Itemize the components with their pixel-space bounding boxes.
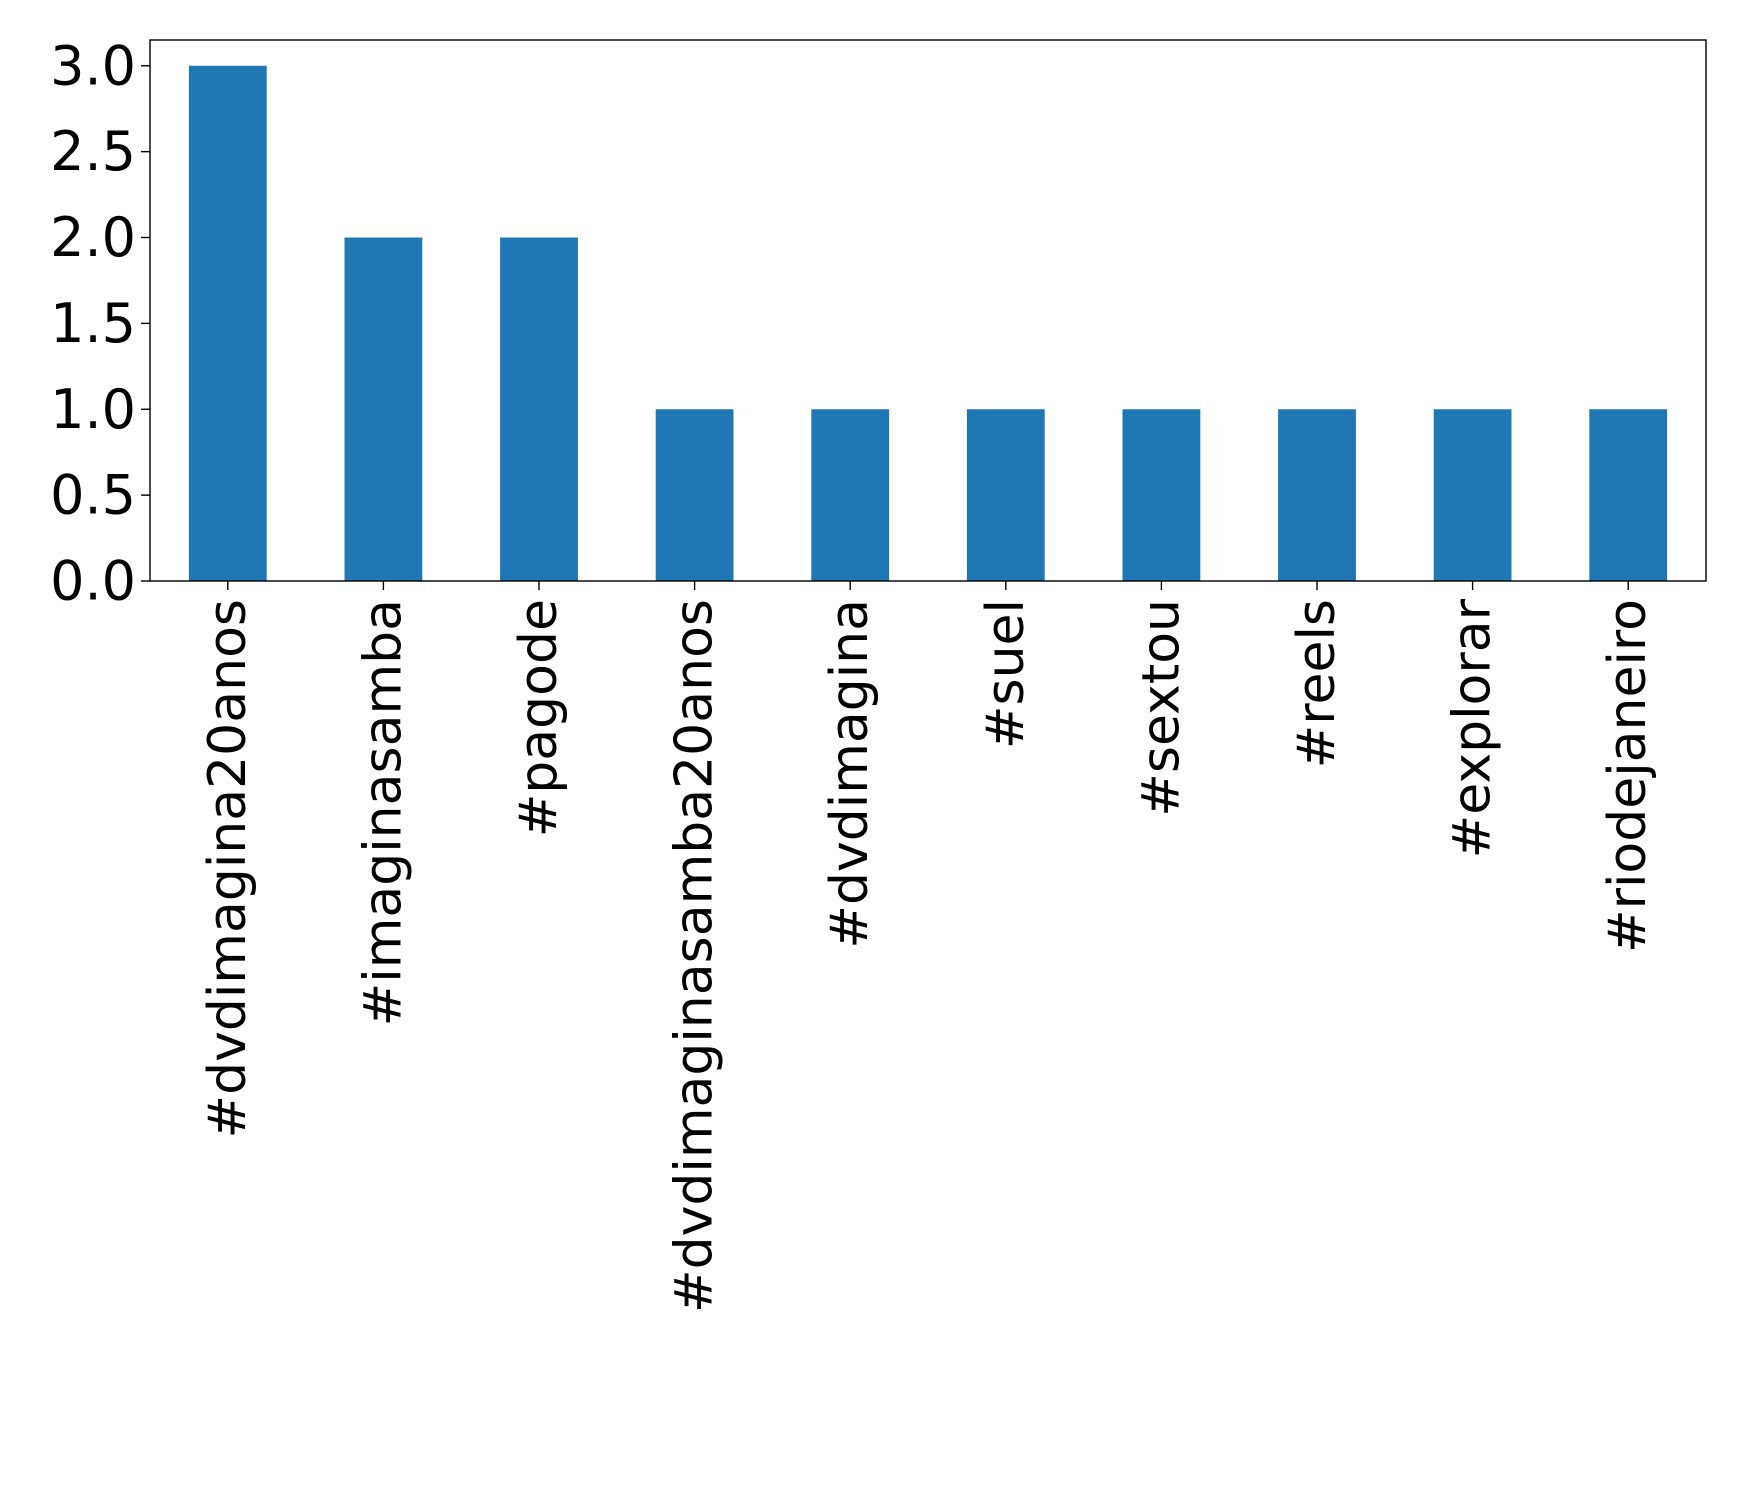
x-tick-label: #suel	[976, 599, 1036, 749]
y-tick-label: 1.0	[50, 378, 136, 441]
x-tick-label: #riodejaneiro	[1598, 599, 1658, 953]
bar	[344, 237, 423, 581]
y-tick-label: 3.0	[50, 34, 136, 97]
x-tick-label: #reels	[1287, 599, 1347, 768]
plot-frame	[149, 39, 1707, 582]
x-tick-label: #dvdimagina20anos	[198, 599, 258, 1139]
bar	[1278, 409, 1356, 581]
y-axis: 0.0 0.5 1.0 1.5 2.0 2.5 3.0	[50, 34, 150, 613]
x-tick-label: #imaginasamba	[353, 599, 413, 1026]
y-tick-label: 2.0	[50, 206, 136, 269]
x-tick-label: #sextou	[1131, 599, 1191, 817]
bar	[1122, 409, 1201, 581]
bar	[811, 409, 890, 581]
bar	[655, 409, 734, 581]
bar	[188, 65, 267, 581]
x-tick-label: #dvdimaginasamba20anos	[665, 599, 725, 1313]
y-tick-label: 1.5	[50, 292, 136, 355]
x-axis: #dvdimagina20anos #imaginasamba #pagode #dv…	[198, 581, 1658, 1313]
x-tick-label: #explorar	[1443, 598, 1503, 858]
bar	[1589, 409, 1668, 581]
x-tick-label: #dvdimagina	[820, 599, 880, 949]
bar	[1433, 409, 1512, 581]
bar	[500, 237, 578, 581]
y-tick-label: 0.5	[50, 464, 136, 527]
y-tick-label: 0.0	[50, 550, 136, 613]
x-tick-label: #pagode	[509, 599, 569, 837]
y-tick-label: 2.5	[50, 120, 136, 183]
bars-group	[188, 65, 1668, 581]
bar	[966, 409, 1045, 581]
